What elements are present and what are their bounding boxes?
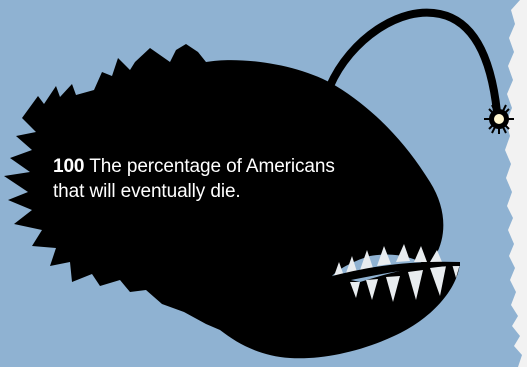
statistic-caption: 100 The percentage of Americans that wil…: [53, 154, 353, 204]
anglerfish-teeth: [334, 244, 442, 276]
anglerfish-lure-icon: [484, 104, 514, 134]
statistic-number: 100: [53, 156, 85, 177]
anglerfish-lure-stalk: [326, 8, 501, 116]
statistic-text-line1: The percentage of Americans: [84, 156, 335, 177]
statistic-text-line2: that will eventually die.: [53, 181, 241, 202]
